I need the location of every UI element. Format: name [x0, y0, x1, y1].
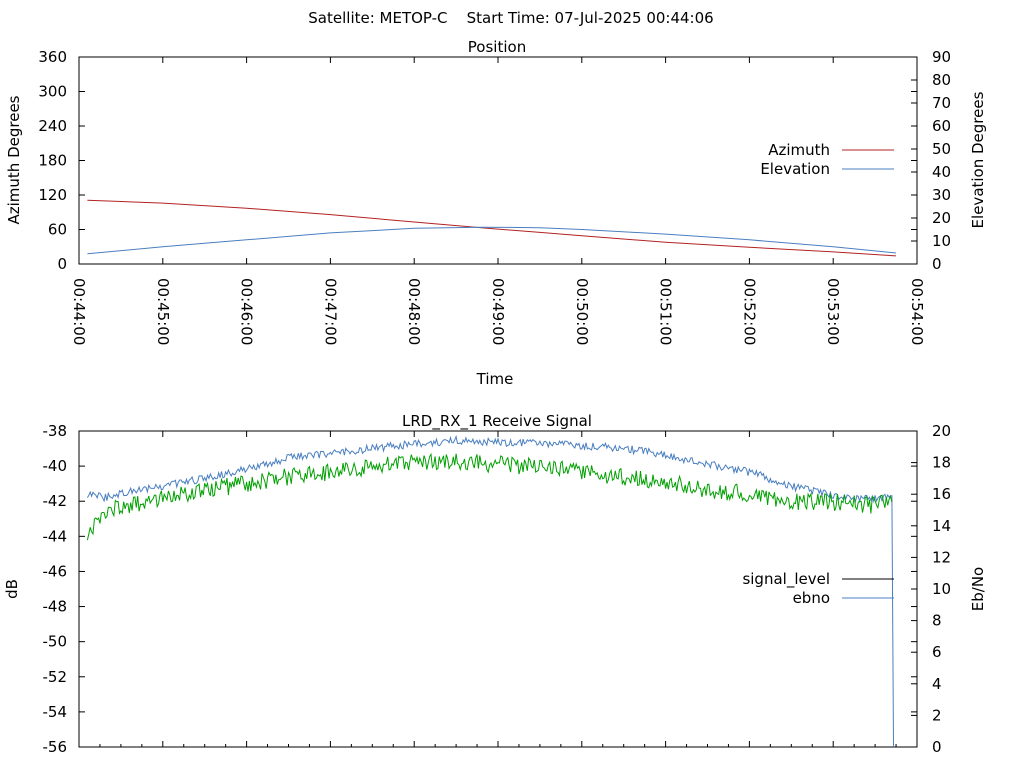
y2-tick-label: 12	[932, 548, 951, 566]
y2-tick-label: 14	[932, 517, 951, 535]
y2-tick-label: 10	[932, 580, 951, 598]
y2-tick-label: 6	[932, 643, 942, 661]
series-line-unnamed-2	[86, 452, 893, 541]
y2-tick-label: 8	[932, 612, 942, 630]
legend-label-Elevation: Elevation	[760, 160, 830, 178]
y2-tick-label: 70	[932, 94, 951, 112]
position-chart: Position Azimuth Degrees Elevation Degre…	[5, 38, 987, 388]
legend-label-signal_level: signal_level	[742, 570, 830, 589]
legend-label-ebno: ebno	[793, 589, 830, 607]
signal-y-axis-label: dB	[3, 579, 21, 599]
signal-y-ticks: -56 -54 -52 -50 -48 -46 -44 -42 -40 -38	[43, 422, 917, 756]
y-tick-label: 240	[38, 117, 67, 135]
x-tick-label: 00:49:00	[489, 278, 507, 345]
signal-chart-title: LRD_RX_1 Receive Signal	[402, 412, 592, 431]
receive-signal-chart: LRD_RX_1 Receive Signal dB Eb/No -56-54-…	[3, 412, 987, 756]
series-line-Azimuth	[87, 199, 897, 257]
x-tick-label: 00:54:00	[908, 278, 926, 345]
signal-y2-ticks: 0 2 4 6 8 10 12 14 16 18 20	[911, 422, 951, 756]
position-chart-title: Position	[468, 38, 526, 56]
y2-tick-label: 18	[932, 454, 951, 472]
x-tick-label: 00:48:00	[405, 278, 423, 345]
page-title: Satellite: METOP-C Start Time: 07-Jul-20…	[308, 9, 713, 27]
y2-tick-label: 50	[932, 140, 951, 158]
y2-tick-label: 10	[932, 232, 951, 250]
y-tick-label: -54	[43, 703, 68, 721]
y-tick-label: 360	[38, 48, 67, 66]
position-y2-ticks: 0 10 20 30 40 50 60 70 80 90	[911, 48, 951, 273]
y-tick-label: -56	[43, 738, 68, 756]
legend-label-Azimuth: Azimuth	[768, 141, 830, 159]
y-tick-label: -38	[43, 422, 68, 440]
series-line-ebno	[86, 434, 894, 748]
signal-x-ticks	[78, 431, 918, 747]
position-y-ticks: 0 60 120 180 240 300 360	[38, 48, 917, 273]
y2-tick-label: 30	[932, 186, 951, 204]
x-tick-label: 00:53:00	[824, 278, 842, 345]
y-tick-label: 60	[48, 221, 67, 239]
y-tick-label: -40	[43, 457, 68, 475]
signal-series-lines	[86, 434, 894, 748]
y-tick-label: -42	[43, 492, 68, 510]
y2-tick-label: 80	[932, 71, 951, 89]
y-tick-label: -44	[43, 527, 68, 545]
y-tick-label: 180	[38, 152, 67, 170]
y-tick-label: -48	[43, 598, 68, 616]
y2-tick-label: 90	[932, 48, 951, 66]
y2-tick-label: 40	[932, 163, 951, 181]
position-y-axis-label: Azimuth Degrees	[5, 95, 23, 224]
y-tick-label: 300	[38, 83, 67, 101]
position-series-lines	[87, 199, 897, 257]
y2-tick-label: 60	[932, 117, 951, 135]
x-tick-label: 00:51:00	[657, 278, 675, 345]
y2-tick-label: 20	[932, 209, 951, 227]
y2-tick-label: 16	[932, 485, 951, 503]
signal-y2-axis-label: Eb/No	[969, 567, 987, 611]
position-x-axis-label: Time	[476, 370, 514, 388]
y-tick-label: 0	[57, 255, 67, 273]
y2-tick-label: 2	[932, 706, 942, 724]
position-x-ticks: 00:44:00 00:45:00 00:46:00 00:47:00 00:48:00…	[70, 57, 926, 345]
y-tick-label: -46	[43, 562, 68, 580]
x-tick-label: 00:50:00	[573, 278, 591, 345]
y-tick-label: -50	[43, 633, 68, 651]
y2-tick-label: 4	[932, 675, 942, 693]
position-y2-axis-label: Elevation Degrees	[969, 91, 987, 228]
y-tick-label: -52	[43, 668, 68, 686]
x-tick-label: 00:46:00	[238, 278, 256, 345]
x-tick-label: 00:47:00	[321, 278, 339, 345]
y-tick-label: 120	[38, 186, 67, 204]
y2-tick-label: 0	[932, 738, 942, 756]
series-line-Elevation	[87, 226, 897, 255]
x-tick-label: 00:44:00	[70, 278, 88, 345]
x-tick-label: 00:45:00	[154, 278, 172, 345]
y2-tick-label: 20	[932, 422, 951, 440]
y2-tick-label: 0	[932, 255, 942, 273]
x-tick-label: 00:52:00	[740, 278, 758, 345]
